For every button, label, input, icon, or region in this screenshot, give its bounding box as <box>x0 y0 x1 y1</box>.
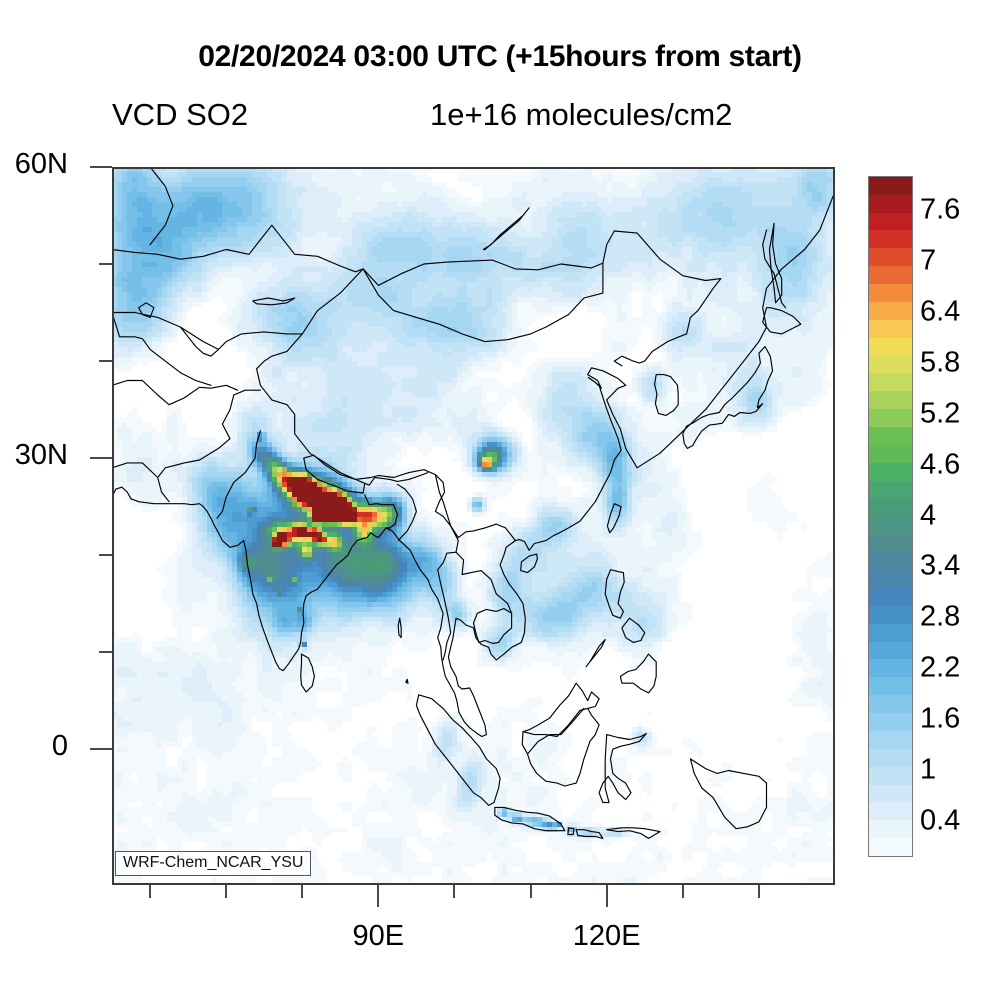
colorbar-band <box>869 587 912 606</box>
colorbar-tick-label: 4 <box>920 499 937 531</box>
x-tick <box>301 885 304 898</box>
y-tick-label: 60N <box>14 148 68 180</box>
colorbar-band <box>869 695 912 713</box>
map-svg <box>112 167 835 885</box>
units-label: 1e+16 molecules/cm2 <box>430 97 733 132</box>
x-tick-label: 90E <box>352 920 405 952</box>
colorbar-band <box>869 444 912 463</box>
colorbar-band <box>869 516 912 535</box>
colorbar-band <box>869 284 912 302</box>
page-title: 02/20/2024 03:00 UTC (+15hours from star… <box>198 40 802 73</box>
colorbar-tick-label: 3.4 <box>920 549 961 582</box>
colorbar-tick-label: 7 <box>920 244 937 277</box>
y-tick <box>90 166 112 168</box>
colorbar-band <box>869 212 912 231</box>
colorbar-band <box>869 784 912 803</box>
colorbar-band <box>869 802 912 821</box>
x-tick <box>377 885 380 907</box>
colorbar <box>868 176 913 857</box>
colorbar-band <box>869 248 912 267</box>
colorbar-tick-label: 5.8 <box>920 346 961 379</box>
colorbar-band <box>869 713 912 731</box>
x-tick <box>605 885 608 907</box>
colorbar-band <box>869 605 912 624</box>
colorbar-band <box>869 766 912 785</box>
x-tick <box>225 885 228 898</box>
colorbar-tick-label: 1.6 <box>920 702 961 735</box>
y-tick-label: 30N <box>14 439 68 472</box>
coastlines <box>112 167 835 839</box>
concentration-field <box>112 167 835 885</box>
colorbar-band <box>869 176 912 195</box>
colorbar-band <box>869 838 912 856</box>
colorbar-tick-label: 7.6 <box>920 193 961 226</box>
colorbar-band <box>869 427 912 445</box>
x-tick <box>529 885 532 898</box>
colorbar-tick-label: 2.8 <box>920 600 961 633</box>
colorbar-tick-label: 5.2 <box>920 397 961 430</box>
y-tick <box>90 748 112 751</box>
y-tick <box>99 263 112 266</box>
colorbar-band <box>869 409 912 427</box>
colorbar-band <box>869 820 912 839</box>
x-tick <box>681 885 684 898</box>
colorbar-tick-label: 1 <box>920 753 937 786</box>
colorbar-band <box>869 391 912 410</box>
y-tick <box>90 457 112 460</box>
colorbar-tick-label: 2.2 <box>920 651 961 684</box>
x-tick-label: 120E <box>572 920 641 952</box>
colorbar-band <box>869 730 912 749</box>
colorbar-band <box>869 194 912 213</box>
x-tick <box>149 885 152 898</box>
colorbar-band <box>869 266 912 284</box>
colorbar-band <box>869 319 912 338</box>
colorbar-band <box>869 677 912 696</box>
colorbar-band <box>869 748 912 767</box>
y-tick <box>99 651 112 654</box>
y-tick <box>99 554 112 557</box>
colorbar-tick-label: 0.4 <box>920 804 961 837</box>
colorbar-band <box>869 230 912 249</box>
colorbar-band <box>869 534 912 553</box>
colorbar-band <box>869 337 912 356</box>
colorbar-band <box>869 480 912 499</box>
y-tick <box>99 360 112 363</box>
colorbar-tick-label: 6.4 <box>920 295 961 328</box>
colorbar-band <box>869 462 912 481</box>
colorbar-band <box>869 659 912 678</box>
colorbar-band <box>869 570 912 588</box>
colorbar-band <box>869 355 912 374</box>
x-tick <box>757 885 760 898</box>
variable-label: VCD SO2 <box>112 97 249 132</box>
colorbar-band <box>869 552 912 570</box>
colorbar-band <box>869 301 912 320</box>
colorbar-band <box>869 641 912 660</box>
x-tick <box>453 885 456 898</box>
y-tick-label: 0 <box>51 730 68 763</box>
model-source-annotation: WRF-Chem_NCAR_YSU <box>115 851 312 877</box>
colorbar-band <box>869 373 912 392</box>
colorbar-tick-label: 4.6 <box>920 448 961 481</box>
colorbar-band <box>869 498 912 517</box>
map-plot-area <box>112 167 835 885</box>
colorbar-band <box>869 623 912 642</box>
